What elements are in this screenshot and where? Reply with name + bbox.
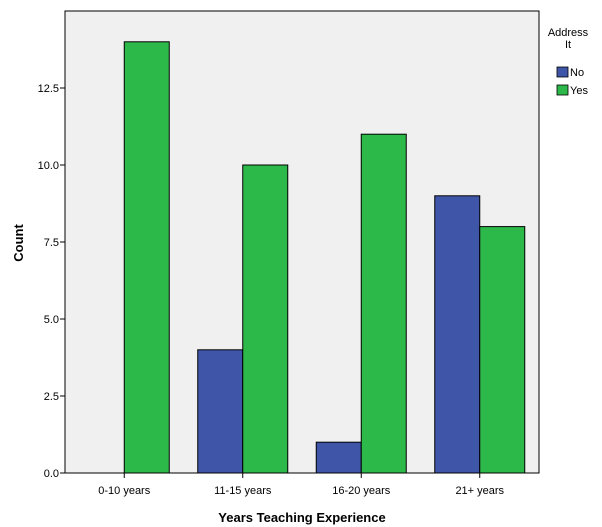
legend-title-line-2: It [565, 39, 571, 51]
legend-label-yes: Yes [570, 85, 588, 97]
y-tick-label: 7.5 [44, 237, 59, 249]
legend-swatch-yes [556, 84, 569, 96]
legend-label-no: No [570, 67, 584, 79]
x-tick-label: 0-10 years [98, 485, 150, 497]
y-axis: 0.0 2.5 5.0 7.5 10.0 12.5 [38, 83, 65, 480]
y-tick-label: 5.0 [44, 314, 59, 326]
x-axis: 0-10 years 11-15 years 16-20 years 21+ year… [98, 473, 505, 497]
bar-no-1 [197, 349, 244, 474]
x-tick-label: 21+ years [455, 485, 504, 497]
bar-no-3 [434, 195, 481, 474]
x-axis-title: Years Teaching Experience [218, 510, 385, 525]
y-axis-title: Count [11, 224, 26, 262]
bar-yes-1 [242, 164, 289, 474]
bar-yes-0 [123, 41, 170, 474]
y-tick-label: 0.0 [44, 468, 59, 480]
legend-swatch-no [556, 66, 569, 78]
legend: Address It No Yes [548, 27, 589, 97]
x-tick-label: 11-15 years [214, 485, 272, 497]
y-tick-label: 12.5 [38, 83, 59, 95]
y-tick-label: 2.5 [44, 391, 59, 403]
bar-yes-3 [479, 226, 526, 474]
y-tick-label: 10.0 [38, 160, 59, 172]
bar-no-2 [315, 441, 362, 474]
legend-title-line-1: Address [548, 27, 589, 39]
x-tick-label: 16-20 years [332, 485, 391, 497]
bars-group [123, 41, 526, 474]
bar-yes-2 [360, 133, 407, 474]
